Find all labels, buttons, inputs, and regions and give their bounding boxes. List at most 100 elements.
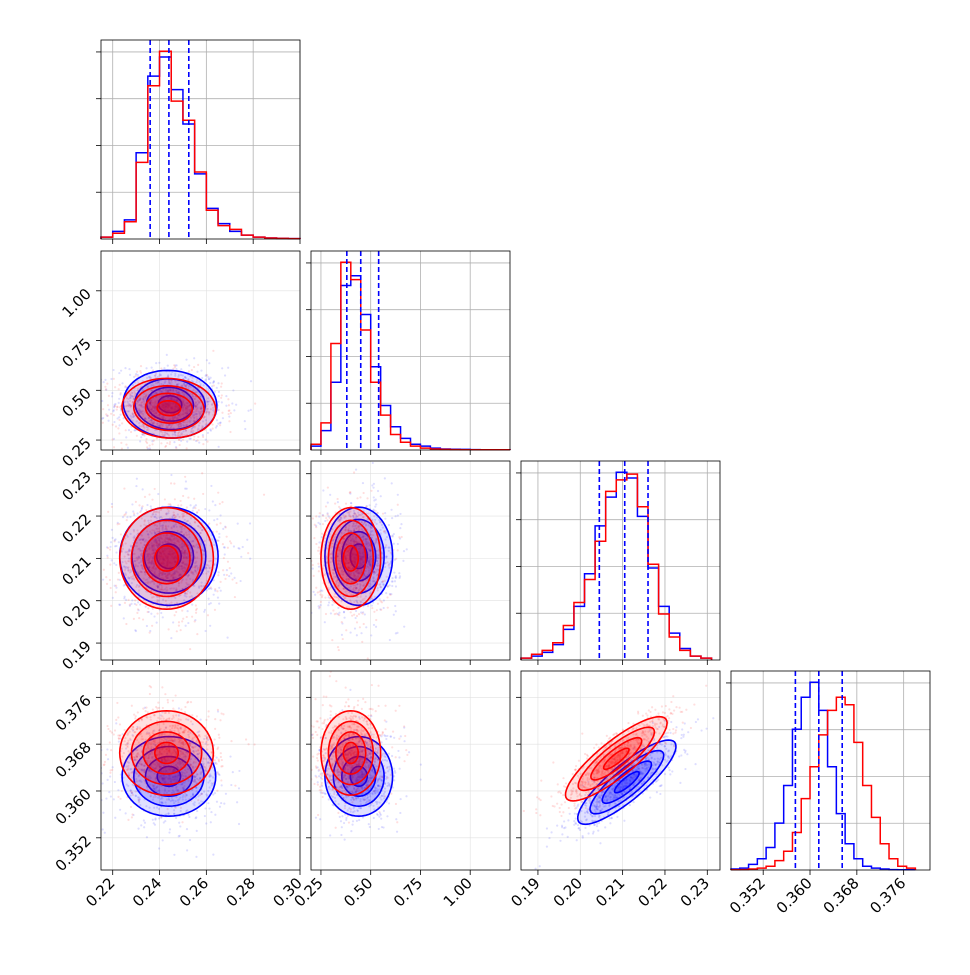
scatter-point-red [131, 813, 133, 815]
scatter-point-blue [375, 626, 377, 628]
scatter-point-blue [384, 518, 386, 520]
scatter-point-blue [134, 629, 136, 631]
scatter-point-red [219, 719, 221, 721]
scatter-point-blue [115, 722, 117, 724]
scatter-point-blue [115, 564, 117, 566]
scatter-point-red [136, 371, 138, 373]
scatter-point-blue [208, 807, 210, 809]
scatter-point-red [202, 493, 204, 495]
scatter-point-red [219, 503, 221, 505]
scatter-point-red [114, 386, 116, 388]
scatter-point-blue [188, 364, 190, 366]
scatter-point-red [227, 547, 229, 549]
scatter-point-red [186, 447, 188, 449]
scatter-point-blue [189, 504, 191, 506]
scatter-point-red [112, 424, 114, 426]
scatter-point-red [167, 701, 169, 703]
scatter-point-blue [370, 634, 372, 636]
scatter-point-red [186, 616, 188, 618]
scatter-point-blue [223, 803, 225, 805]
scatter-point-blue [132, 510, 134, 512]
scatter-point-red [182, 438, 184, 440]
scatter-point-blue [321, 590, 323, 592]
scatter-point-red [195, 604, 197, 606]
scatter-point-red [105, 576, 107, 578]
scatter-point-red [112, 438, 114, 440]
scatter-point-blue [143, 826, 145, 828]
scatter-point-red [178, 439, 180, 441]
scatter-point-red [253, 743, 255, 745]
scatter-point-red [221, 382, 223, 384]
scatter-point-red [186, 702, 188, 704]
scatter-point-blue [193, 357, 195, 359]
scatter-point-blue [399, 527, 401, 529]
scatter-point-blue [114, 545, 116, 547]
scatter-point-red [191, 714, 193, 716]
scatter-point-red [109, 548, 111, 550]
scatter-point-blue [154, 818, 156, 820]
scatter-point-red [177, 504, 179, 506]
scatter-point-blue [233, 577, 235, 579]
panel-hist-p3 [516, 461, 720, 660]
scatter-point-red [110, 413, 112, 415]
scatter-point-red [153, 440, 155, 442]
scatter-point-red [179, 500, 181, 502]
scatter-point-red [221, 765, 223, 767]
scatter-point-red [138, 617, 140, 619]
scatter-point-red [230, 542, 232, 544]
scatter-point-blue [204, 508, 206, 510]
scatter-point-blue [87, 737, 89, 739]
scatter-point-red [196, 715, 198, 717]
scatter-point-red [118, 432, 120, 434]
scatter-point-red [120, 442, 122, 444]
scatter-point-red [166, 442, 168, 444]
scatter-point-blue [111, 392, 113, 394]
scatter-point-blue [180, 368, 182, 370]
scatter-point-red [217, 772, 219, 774]
scatter-point-blue [372, 462, 374, 464]
scatter-point-red [226, 536, 228, 538]
scatter-point-red [193, 498, 195, 500]
scatter-point-red [168, 628, 170, 630]
scatter-point-blue [187, 622, 189, 624]
scatter-point-red [214, 728, 216, 730]
scatter-point-blue [238, 823, 240, 825]
scatter-point-red [223, 557, 225, 559]
scatter-point-red [124, 513, 126, 515]
panel-background [731, 671, 930, 870]
scatter-point-red [164, 498, 166, 500]
scatter-point-blue [110, 541, 112, 543]
scatter-point-blue [218, 395, 220, 397]
scatter-point-red [229, 431, 231, 433]
scatter-point-blue [216, 387, 218, 389]
scatter-point-red [218, 760, 220, 762]
scatter-point-red [196, 608, 198, 610]
scatter-point-blue [383, 599, 385, 601]
scatter-point-blue [368, 504, 370, 506]
scatter-point-blue [117, 789, 119, 791]
scatter-point-red [194, 507, 196, 509]
scatter-point-red [111, 506, 113, 508]
scatter-point-red [172, 368, 174, 370]
scatter-point-blue [318, 515, 320, 517]
scatter-point-red [109, 772, 111, 774]
scatter-point-red [135, 501, 137, 503]
scatter-point-blue [216, 801, 218, 803]
scatter-point-red [96, 407, 98, 409]
scatter-point-blue [200, 370, 202, 372]
scatter-point-red [117, 427, 119, 429]
scatter-point-blue [122, 516, 124, 518]
scatter-point-red [156, 707, 158, 709]
scatter-point-blue [373, 499, 375, 501]
scatter-point-red [115, 425, 117, 427]
scatter-point-red [110, 587, 112, 589]
scatter-point-red [117, 716, 119, 718]
scatter-point-red [208, 522, 210, 524]
scatter-point-blue [153, 615, 155, 617]
scatter-point-blue [343, 617, 345, 619]
scatter-point-red [165, 445, 167, 447]
scatter-point-red [104, 386, 106, 388]
scatter-point-blue [375, 503, 377, 505]
scatter-point-red [212, 350, 214, 352]
scatter-point-blue [406, 548, 408, 550]
